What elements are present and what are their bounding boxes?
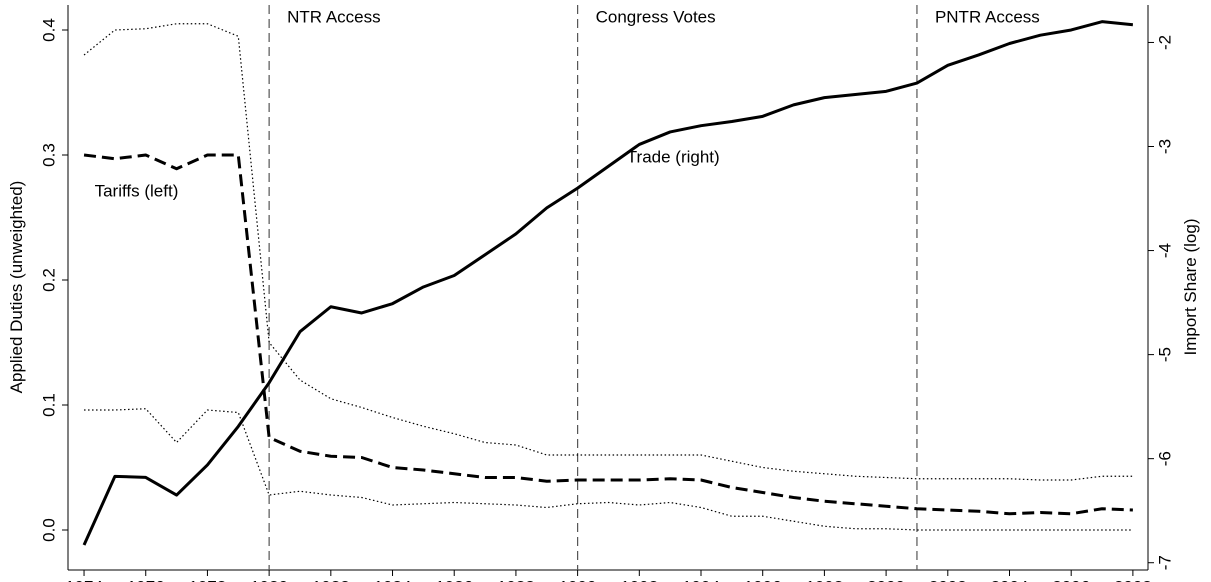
series-label: Trade (right): [627, 147, 720, 166]
y2-tick-label: -6: [1155, 451, 1174, 466]
y2-axis-label: Import Share (log): [1181, 219, 1200, 356]
y2-tick-label: -4: [1155, 243, 1174, 258]
x-tick-label: 2008: [1114, 577, 1152, 582]
y-tick-label: 0.4: [39, 18, 58, 42]
y2-tick-label: -7: [1155, 555, 1174, 570]
y-axis-label: Applied Duties (unweighted): [7, 181, 26, 394]
reference-label: NTR Access: [287, 7, 381, 26]
x-tick-label: 2002: [929, 577, 967, 582]
y-tick-label: 0.1: [39, 393, 58, 417]
y-tick-label: 0.2: [39, 268, 58, 292]
series-label: Tariffs (left): [95, 181, 179, 200]
x-tick-label: 1982: [312, 577, 350, 582]
x-tick-label: 1988: [497, 577, 535, 582]
series-line: [82, 20, 1134, 546]
series-line: [83, 153, 1133, 516]
reference-label: Congress Votes: [596, 7, 716, 26]
y2-tick-label: -3: [1155, 139, 1174, 154]
x-tick-label: 1978: [189, 577, 227, 582]
x-tick-label: 1986: [435, 577, 473, 582]
series-line: [83, 23, 1133, 481]
x-tick-label: 1998: [805, 577, 843, 582]
x-tick-label: 1996: [744, 577, 782, 582]
series-line: [84, 408, 1133, 531]
x-tick-label: 1976: [127, 577, 165, 582]
x-tick-label: 1974: [65, 577, 103, 582]
x-tick-label: 1980: [250, 577, 288, 582]
y-tick-label: 0.0: [39, 518, 58, 542]
reference-label: PNTR Access: [935, 7, 1040, 26]
x-tick-label: 1984: [374, 577, 412, 582]
y2-tick-label: -2: [1155, 35, 1174, 50]
x-tick-label: 2000: [867, 577, 905, 582]
x-tick-label: 2004: [991, 577, 1029, 582]
x-tick-label: 2006: [1052, 577, 1090, 582]
x-tick-label: 1990: [559, 577, 597, 582]
y2-tick-label: -5: [1155, 347, 1174, 362]
y-tick-label: 0.3: [39, 143, 58, 167]
x-tick-label: 1992: [620, 577, 658, 582]
x-tick-label: 1994: [682, 577, 720, 582]
